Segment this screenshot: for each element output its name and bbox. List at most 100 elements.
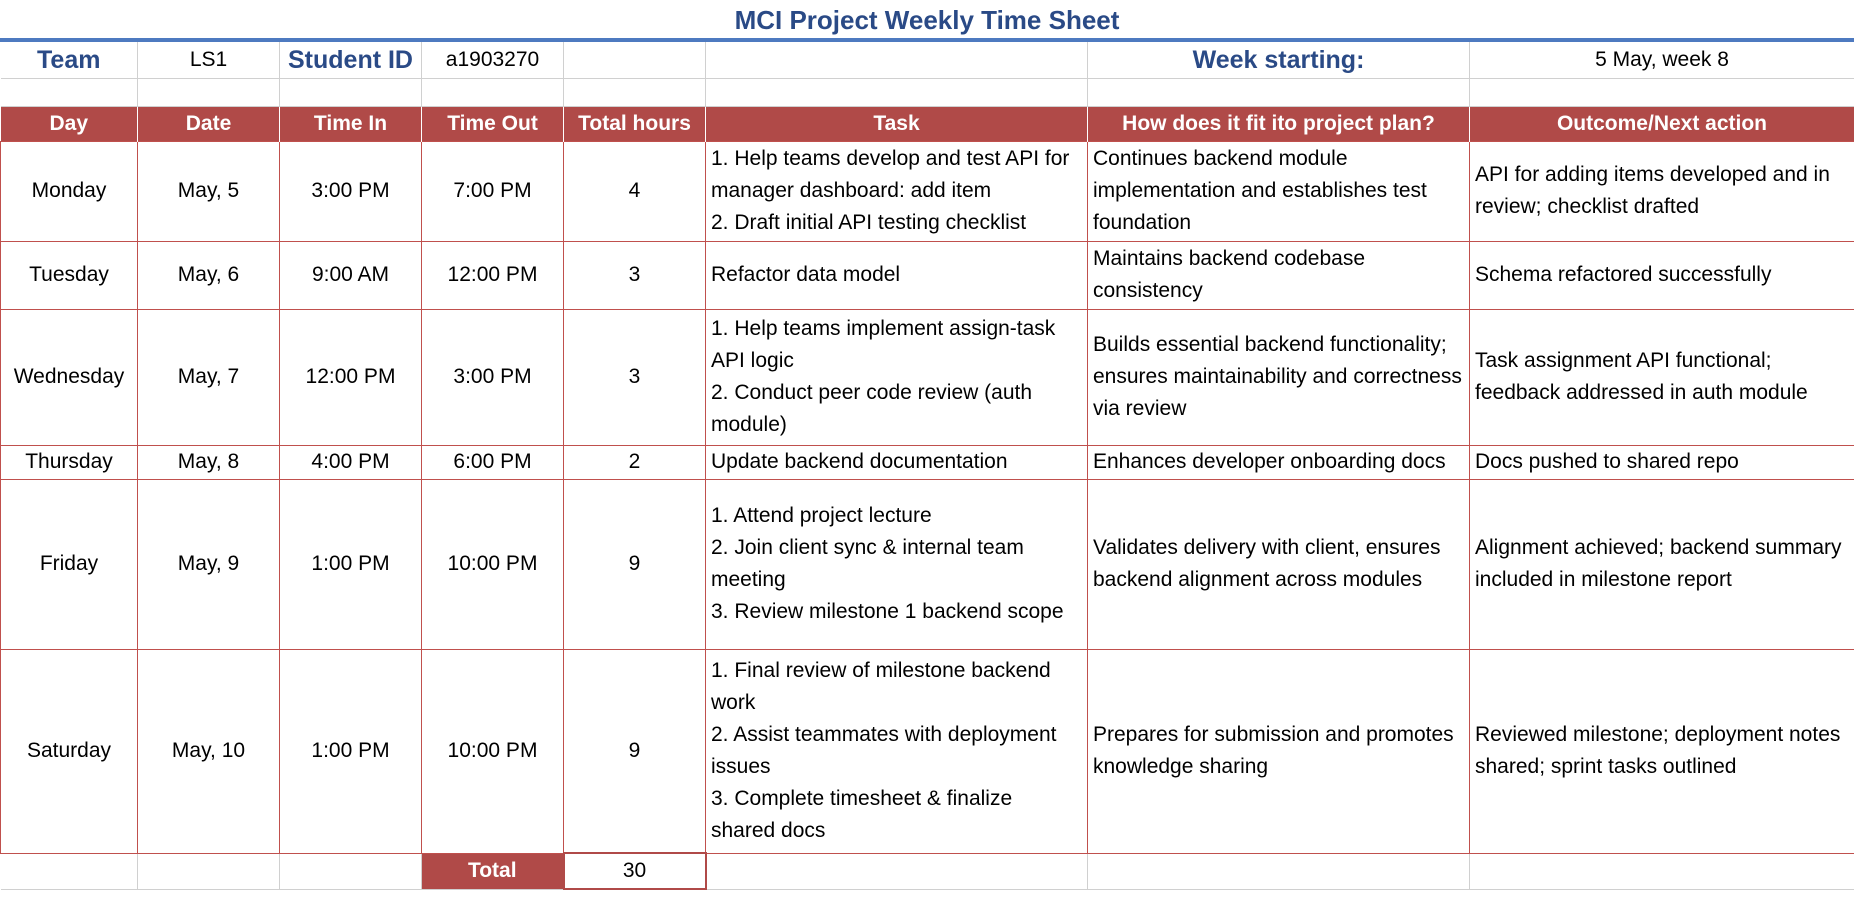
- col-header-total-hours: Total hours: [563, 106, 706, 141]
- day-cell[interactable]: Tuesday: [0, 240, 138, 310]
- empty-cell[interactable]: [137, 78, 280, 107]
- plan-fit-cell[interactable]: Continues backend module implementation …: [1087, 140, 1470, 242]
- col-header-time-in: Time In: [279, 106, 422, 141]
- empty-cell[interactable]: [563, 42, 706, 79]
- table-row: Saturday May, 10 1:00 PM 10:00 PM 9 1. F…: [0, 648, 1854, 854]
- time-in-cell[interactable]: 12:00 PM: [279, 308, 422, 446]
- day-cell[interactable]: Thursday: [0, 444, 138, 480]
- empty-cell[interactable]: [1469, 853, 1854, 890]
- date-cell[interactable]: May, 7: [137, 308, 280, 446]
- date-cell[interactable]: May, 10: [137, 648, 280, 854]
- table-row: Monday May, 5 3:00 PM 7:00 PM 4 1. Help …: [0, 140, 1854, 242]
- col-header-task: Task: [705, 106, 1088, 141]
- task-line: 1. Final review of milestone backend wor…: [711, 659, 1051, 714]
- task-cell[interactable]: Update backend documentation: [705, 444, 1088, 480]
- col-header-outcome: Outcome/Next action: [1469, 106, 1854, 141]
- table-row: Thursday May, 8 4:00 PM 6:00 PM 2 Update…: [0, 444, 1854, 480]
- date-cell[interactable]: May, 8: [137, 444, 280, 480]
- week-starting-cell[interactable]: 5 May, week 8: [1469, 42, 1854, 79]
- plan-fit-cell[interactable]: Enhances developer onboarding docs: [1087, 444, 1470, 480]
- week-starting-label: Week starting:: [1087, 42, 1470, 79]
- plan-fit-cell[interactable]: Validates delivery with client, ensures …: [1087, 478, 1470, 650]
- task-line: 1. Attend project lecture: [711, 504, 932, 527]
- empty-cell[interactable]: [1469, 78, 1854, 107]
- col-header-time-out: Time Out: [421, 106, 564, 141]
- team-label: Team: [0, 42, 138, 79]
- table-row: Friday May, 9 1:00 PM 10:00 PM 9 1. Atte…: [0, 478, 1854, 650]
- outcome-cell[interactable]: API for adding items developed and in re…: [1469, 140, 1854, 242]
- hours-cell[interactable]: 2: [563, 444, 706, 480]
- col-header-day: Day: [0, 106, 138, 141]
- day-cell[interactable]: Monday: [0, 140, 138, 242]
- task-line: 2. Assist teammates with deployment issu…: [711, 723, 1057, 778]
- empty-cell[interactable]: [0, 853, 138, 890]
- task-line: 3. Complete timesheet & finalize shared …: [711, 787, 1013, 842]
- title-rule: [0, 38, 1854, 42]
- meta-row: Team LS1 Student ID a1903270 Week starti…: [0, 42, 1854, 79]
- time-in-cell[interactable]: 3:00 PM: [279, 140, 422, 242]
- empty-cell[interactable]: [279, 78, 422, 107]
- empty-cell[interactable]: [1087, 78, 1470, 107]
- date-cell[interactable]: May, 9: [137, 478, 280, 650]
- hours-cell[interactable]: 4: [563, 140, 706, 242]
- outcome-cell[interactable]: Alignment achieved; backend summary incl…: [1469, 478, 1854, 650]
- total-hours-cell[interactable]: 30: [562, 852, 707, 890]
- task-line: 2. Conduct peer code review (auth module…: [711, 381, 1033, 436]
- task-cell[interactable]: 1. Help teams implement assign-task API …: [705, 308, 1088, 446]
- task-line: 2. Join client sync & internal team meet…: [711, 536, 1024, 591]
- empty-cell[interactable]: [421, 78, 564, 107]
- task-cell[interactable]: 1. Help teams develop and test API for m…: [705, 140, 1088, 242]
- empty-cell[interactable]: [1087, 853, 1470, 890]
- day-cell[interactable]: Wednesday: [0, 308, 138, 446]
- table-row: Wednesday May, 7 12:00 PM 3:00 PM 3 1. H…: [0, 308, 1854, 446]
- time-out-cell[interactable]: 6:00 PM: [421, 444, 564, 480]
- task-cell[interactable]: 1. Final review of milestone backend wor…: [705, 648, 1088, 854]
- col-header-date: Date: [137, 106, 280, 141]
- hours-cell[interactable]: 3: [563, 240, 706, 310]
- task-line: 1. Help teams implement assign-task API …: [711, 317, 1056, 372]
- hours-cell[interactable]: 9: [563, 648, 706, 854]
- task-cell[interactable]: Refactor data model: [705, 240, 1088, 310]
- time-out-cell[interactable]: 3:00 PM: [421, 308, 564, 446]
- total-row: Total 30: [0, 852, 1854, 890]
- empty-cell[interactable]: [705, 78, 1088, 107]
- day-cell[interactable]: Friday: [0, 478, 138, 650]
- outcome-cell[interactable]: Docs pushed to shared repo: [1469, 444, 1854, 480]
- time-out-cell[interactable]: 12:00 PM: [421, 240, 564, 310]
- plan-fit-cell[interactable]: Builds essential backend functionality; …: [1087, 308, 1470, 446]
- time-in-cell[interactable]: 1:00 PM: [279, 478, 422, 650]
- empty-cell[interactable]: [279, 853, 422, 890]
- student-id-cell[interactable]: a1903270: [421, 42, 564, 79]
- task-line: 2. Draft initial API testing checklist: [711, 211, 1027, 234]
- student-id-label: Student ID: [279, 42, 422, 79]
- time-out-cell[interactable]: 7:00 PM: [421, 140, 564, 242]
- empty-cell[interactable]: [0, 78, 138, 107]
- time-out-cell[interactable]: 10:00 PM: [421, 478, 564, 650]
- time-in-cell[interactable]: 4:00 PM: [279, 444, 422, 480]
- plan-fit-cell[interactable]: Maintains backend codebase consistency: [1087, 240, 1470, 310]
- empty-cell[interactable]: [137, 853, 280, 890]
- hours-cell[interactable]: 9: [563, 478, 706, 650]
- empty-cell[interactable]: [705, 42, 1088, 79]
- empty-cell[interactable]: [563, 78, 706, 107]
- time-in-cell[interactable]: 9:00 AM: [279, 240, 422, 310]
- hours-cell[interactable]: 3: [563, 308, 706, 446]
- time-out-cell[interactable]: 10:00 PM: [421, 648, 564, 854]
- outcome-cell[interactable]: Reviewed milestone; deployment notes sha…: [1469, 648, 1854, 854]
- date-cell[interactable]: May, 6: [137, 240, 280, 310]
- task-cell[interactable]: 1. Attend project lecture 2. Join client…: [705, 478, 1088, 650]
- spacer-row: [0, 78, 1854, 107]
- col-header-plan-fit: How does it fit ito project plan?: [1087, 106, 1470, 141]
- outcome-cell[interactable]: Task assignment API functional; feedback…: [1469, 308, 1854, 446]
- team-value-cell[interactable]: LS1: [137, 42, 280, 79]
- date-cell[interactable]: May, 5: [137, 140, 280, 242]
- time-in-cell[interactable]: 1:00 PM: [279, 648, 422, 854]
- plan-fit-cell[interactable]: Prepares for submission and promotes kno…: [1087, 648, 1470, 854]
- task-line: 3. Review milestone 1 backend scope: [711, 600, 1064, 623]
- day-cell[interactable]: Saturday: [0, 648, 138, 854]
- table-row: Tuesday May, 6 9:00 AM 12:00 PM 3 Refact…: [0, 240, 1854, 310]
- timesheet-table: Team LS1 Student ID a1903270 Week starti…: [0, 42, 1854, 890]
- outcome-cell[interactable]: Schema refactored successfully: [1469, 240, 1854, 310]
- empty-cell[interactable]: [705, 853, 1088, 890]
